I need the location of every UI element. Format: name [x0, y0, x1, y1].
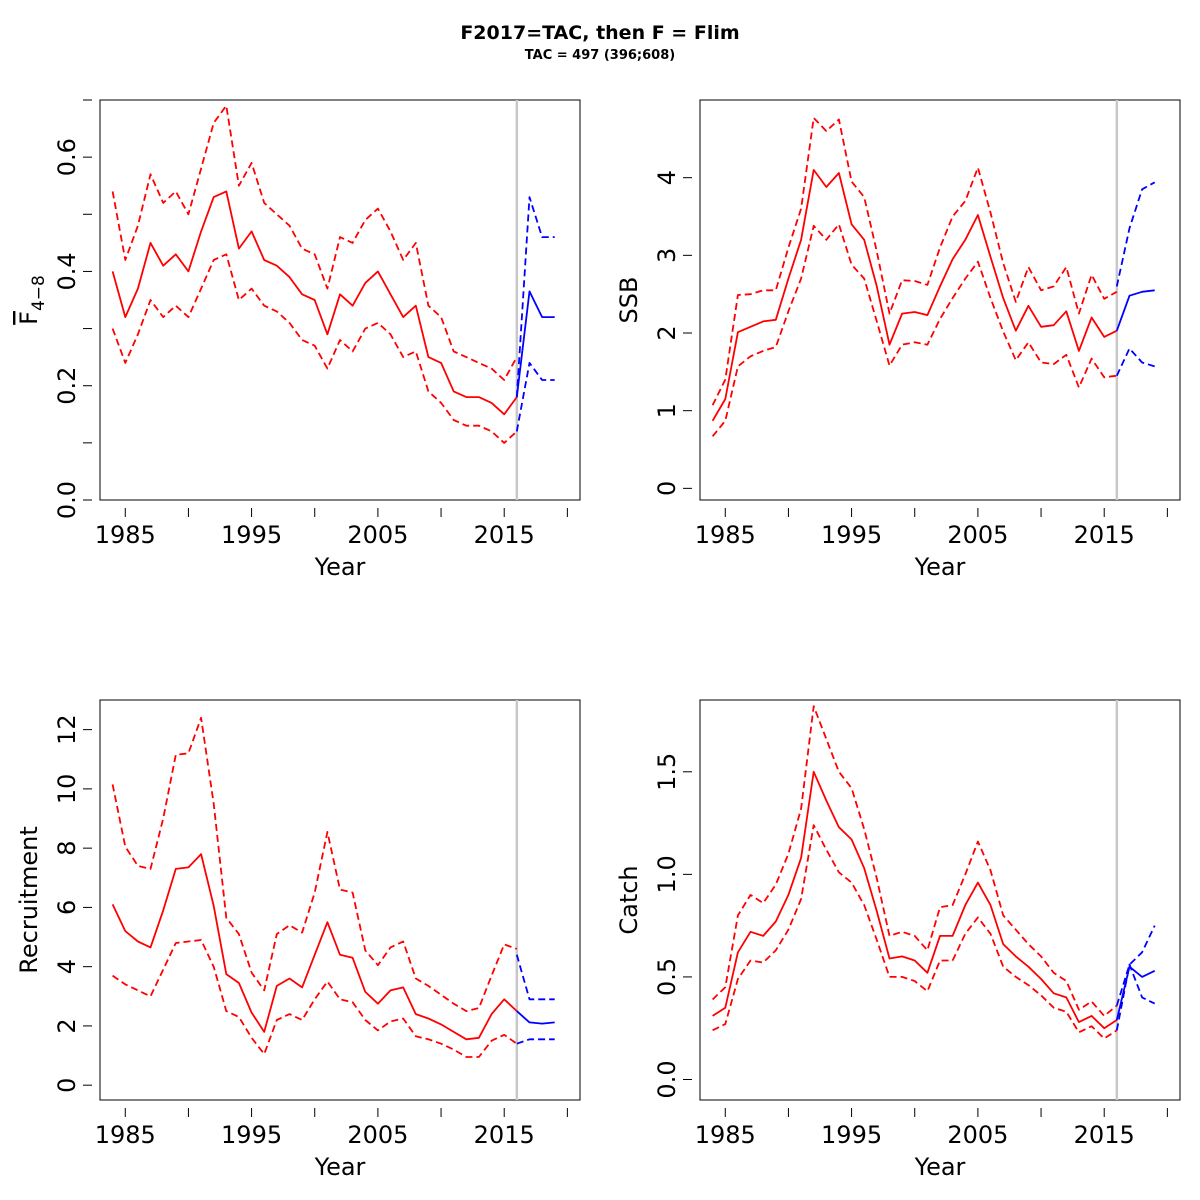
chart-catch: 1985 1995 2005 2015 Year 0.0 0.5 1.0 1.5 Catch	[615, 699, 1181, 1181]
recruitment-y-axis-label: Recruitment	[15, 826, 43, 973]
ssb-x-tick-label: 2015	[1074, 521, 1135, 549]
catch-series-forecast-lower	[1115, 963, 1156, 1031]
recruitment-plot-frame	[99, 699, 581, 1101]
f-bar-y-tick-label: 0.6	[53, 138, 81, 176]
figure-title: F2017=TAC, then F = Flim	[460, 22, 740, 44]
ssb-series-historical-estimate	[711, 168, 1118, 422]
recruitment-series-historical-estimate	[111, 853, 518, 1041]
recruitment-x-tick-label: 1995	[221, 1121, 282, 1149]
catch-x-axis-label: Year	[914, 1153, 966, 1181]
f-bar-x-tick-label: 2005	[347, 521, 408, 549]
catch-x-tick-label: 2015	[1074, 1121, 1135, 1149]
f-bar-series-forecast-upper	[515, 196, 555, 398]
catch-x-tick-label: 1995	[821, 1121, 882, 1149]
f-bar-y-axis-label-subscript: 4−8	[29, 275, 49, 311]
catch-y-tick-label: 0.0	[653, 1060, 681, 1098]
catch-x-tick-label: 1985	[695, 1121, 756, 1149]
f-bar-y-tick-label: 0.4	[53, 252, 81, 290]
chart-f-bar: 1985 1995 2005 2015 Year 0.0 0.2 0.4 0.6 F4−8	[15, 99, 581, 581]
f-bar-x-tick-label: 1995	[221, 521, 282, 549]
recruitment-series-historical-upper	[111, 716, 518, 1012]
ssb-y-tick-label: 0	[653, 481, 681, 496]
catch-y-tick-label: 1.5	[653, 753, 681, 791]
ssb-series-historical-lower	[711, 223, 1117, 437]
ssb-series-forecast-lower	[1115, 347, 1155, 377]
ssb-x-tick-label: 1995	[821, 521, 882, 549]
ssb-y-tick-label: 2	[653, 325, 681, 340]
f-bar-series-forecast-estimate	[515, 290, 555, 398]
ssb-series-forecast-estimate	[1115, 289, 1155, 332]
catch-series-historical-lower	[712, 824, 1118, 1040]
chart-ssb: 1985 1995 2005 2015 Year 0 1 2 3 4 SSB	[615, 99, 1181, 581]
catch-series-historical-upper	[711, 705, 1118, 1017]
f-bar-y-axis-label-main: F	[15, 311, 43, 325]
f-bar-series-forecast-lower	[515, 361, 555, 432]
ssb-x-axis-label: Year	[914, 553, 966, 581]
recruitment-x-tick-label: 2005	[347, 1121, 408, 1149]
catch-y-tick-label: 1.0	[653, 855, 681, 893]
ssb-plot-frame	[699, 99, 1181, 501]
f-bar-y-axis-label: F4−8	[15, 275, 49, 325]
recruitment-y-tick-label: 2	[53, 1018, 81, 1033]
catch-series-forecast-estimate	[1115, 965, 1156, 1021]
f-bar-y-tick-label: 0.2	[53, 367, 81, 405]
ssb-x-tick-label: 1985	[695, 521, 756, 549]
recruitment-y-tick-label: 8	[53, 841, 81, 856]
f-bar-series-historical-estimate	[111, 190, 518, 416]
recruitment-series-historical-lower	[112, 939, 518, 1058]
catch-y-tick-label: 0.5	[653, 958, 681, 996]
f-bar-series-historical-lower	[111, 253, 518, 444]
f-bar-series-historical-upper	[111, 104, 518, 381]
recruitment-series-forecast-upper	[515, 954, 555, 1001]
ssb-series-historical-upper	[711, 117, 1118, 406]
ssb-y-tick-label: 4	[653, 170, 681, 185]
recruitment-x-tick-label: 1985	[95, 1121, 156, 1149]
recruitment-y-tick-label: 4	[53, 959, 81, 974]
f-bar-x-axis-label: Year	[314, 553, 366, 581]
recruitment-series-forecast-lower	[516, 1038, 555, 1045]
catch-plot-frame	[699, 699, 1181, 1101]
ssb-y-axis-label: SSB	[615, 277, 643, 324]
recruitment-y-tick-label: 10	[53, 774, 81, 805]
ssb-y-tick-label: 1	[653, 403, 681, 418]
chart-recruitment: 1985 1995 2005 2015 Year 0 2 4 6 8 10 12 Recruitment	[15, 699, 581, 1181]
catch-x-tick-label: 2005	[947, 1121, 1008, 1149]
f-bar-x-tick-label: 2015	[474, 521, 535, 549]
catch-series-historical-estimate	[712, 770, 1118, 1030]
f-bar-y-tick-label: 0.0	[53, 481, 81, 519]
recruitment-y-tick-label: 12	[53, 714, 81, 745]
catch-y-axis-label: Catch	[615, 865, 643, 934]
ssb-y-tick-label: 3	[653, 248, 681, 263]
recruitment-x-tick-label: 2015	[474, 1121, 535, 1149]
figure-subtitle: TAC = 497 (396;608)	[524, 48, 676, 63]
f-bar-x-tick-label: 1985	[95, 521, 156, 549]
recruitment-y-tick-label: 0	[53, 1078, 81, 1093]
ssb-series-forecast-upper	[1115, 181, 1156, 287]
recruitment-y-tick-label: 6	[53, 900, 81, 915]
recruitment-x-axis-label: Year	[314, 1153, 366, 1181]
recruitment-series-forecast-estimate	[516, 1010, 555, 1025]
f-bar-plot-frame	[99, 99, 581, 501]
ssb-x-tick-label: 2005	[947, 521, 1008, 549]
